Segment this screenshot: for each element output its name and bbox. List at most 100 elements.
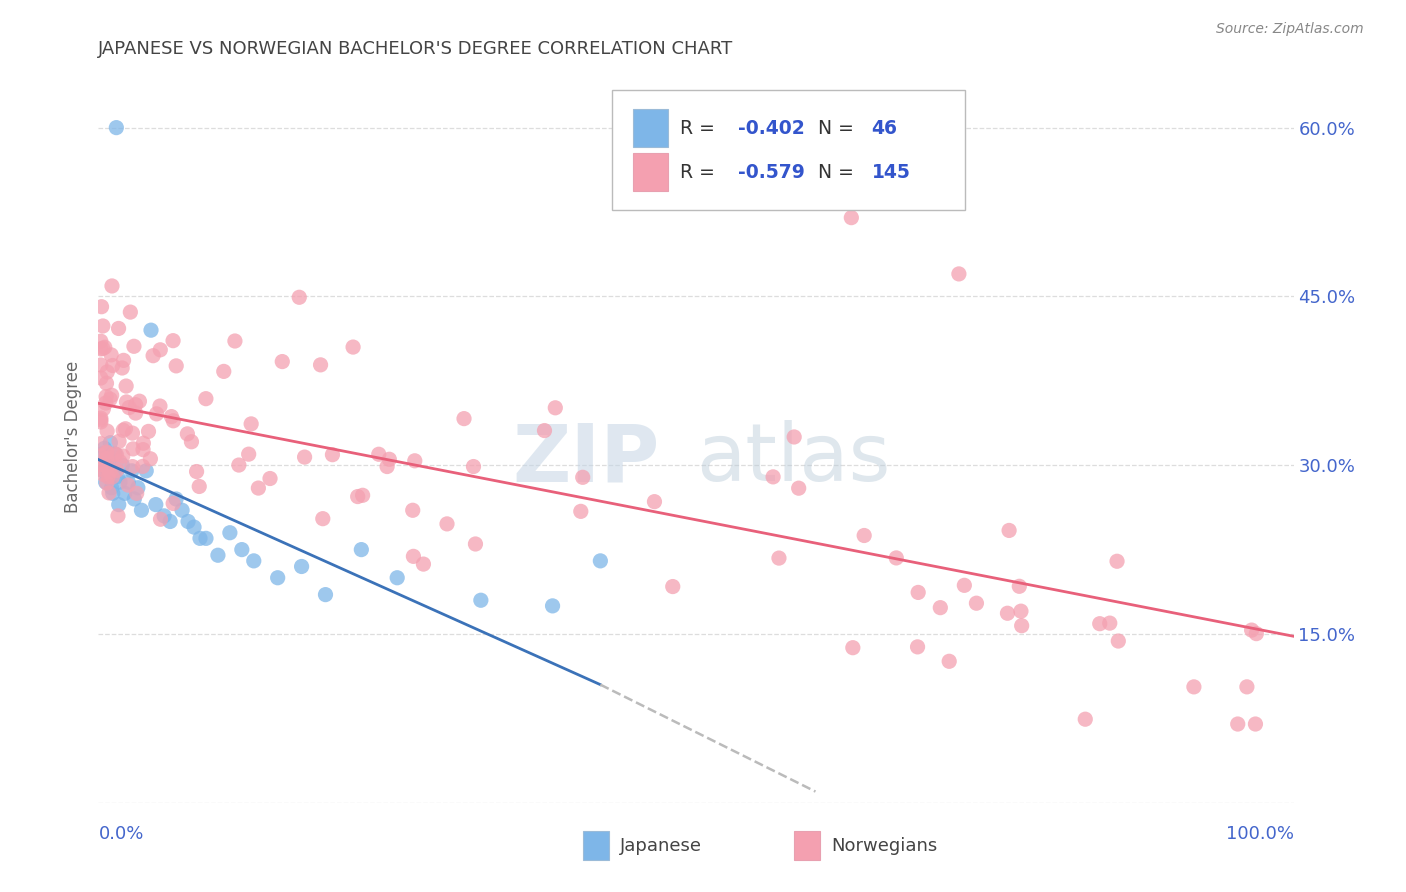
Point	[90, 413, 112, 427]
Point	[98, 486, 121, 500]
Point	[121, 464, 143, 478]
Point	[172, 503, 194, 517]
Point	[96, 365, 118, 379]
Point	[124, 406, 146, 420]
Point	[165, 359, 187, 373]
Point	[853, 528, 876, 542]
Point	[661, 580, 683, 594]
Point	[350, 542, 373, 557]
Point	[315, 588, 337, 602]
Point	[114, 486, 136, 500]
Point	[470, 593, 492, 607]
Point	[1098, 616, 1121, 631]
Point	[842, 640, 865, 655]
Point	[91, 342, 114, 356]
Point	[124, 398, 146, 412]
Point	[436, 516, 458, 531]
Point	[1107, 634, 1129, 648]
Point	[101, 470, 124, 484]
Point	[90, 449, 112, 463]
Point	[378, 452, 401, 467]
Point	[107, 469, 129, 483]
Point	[162, 414, 184, 428]
Point	[105, 120, 128, 135]
Point	[97, 470, 120, 484]
Point	[117, 475, 139, 489]
Point	[953, 578, 976, 592]
Point	[176, 426, 198, 441]
Text: R =: R =	[681, 163, 721, 182]
Point	[309, 358, 332, 372]
Point	[131, 503, 153, 517]
Point	[94, 340, 117, 354]
Point	[1246, 626, 1268, 640]
Point	[240, 417, 263, 431]
Point	[352, 488, 374, 502]
Point	[787, 481, 810, 495]
Point	[142, 349, 165, 363]
Point	[91, 464, 114, 478]
Text: N =: N =	[818, 119, 859, 138]
Point	[118, 401, 141, 415]
Point	[101, 359, 124, 373]
Point	[145, 407, 167, 421]
Point	[346, 490, 368, 504]
Point	[90, 371, 112, 385]
Point	[1226, 717, 1249, 731]
Point	[131, 459, 153, 474]
Point	[135, 464, 157, 478]
Point	[132, 436, 155, 450]
Point	[165, 491, 187, 506]
Point	[132, 442, 155, 457]
Point	[111, 449, 134, 463]
Point	[544, 401, 567, 415]
Point	[884, 550, 907, 565]
Text: Japanese: Japanese	[620, 837, 702, 855]
Point	[96, 458, 118, 473]
Point	[402, 503, 425, 517]
Point	[107, 508, 129, 523]
Point	[1010, 604, 1032, 618]
Point	[186, 465, 208, 479]
Point	[194, 392, 217, 406]
Point	[212, 364, 235, 378]
Point	[783, 430, 806, 444]
Point	[103, 464, 125, 478]
Point	[312, 511, 335, 525]
Point	[1236, 680, 1258, 694]
Point	[162, 496, 184, 510]
Point	[103, 447, 125, 461]
Point	[104, 447, 127, 461]
Point	[127, 481, 149, 495]
Point	[238, 447, 260, 461]
Point	[569, 504, 592, 518]
Point	[90, 415, 112, 429]
Text: Norwegians: Norwegians	[831, 837, 938, 855]
Point	[149, 343, 172, 357]
Point	[149, 512, 172, 526]
Point	[105, 448, 128, 462]
Point	[153, 508, 176, 523]
FancyBboxPatch shape	[613, 90, 965, 211]
Point	[162, 334, 184, 348]
Text: N =: N =	[818, 163, 859, 182]
Point	[94, 396, 117, 410]
Point	[267, 571, 290, 585]
Point	[1011, 618, 1033, 632]
Point	[145, 498, 167, 512]
Point	[1182, 680, 1205, 694]
Point	[98, 435, 122, 450]
Text: 100.0%: 100.0%	[1226, 825, 1294, 843]
Point	[541, 599, 564, 613]
Point	[367, 447, 389, 461]
Point	[96, 459, 118, 474]
Point	[1008, 579, 1031, 593]
Point	[90, 411, 112, 425]
Point	[571, 470, 593, 484]
Point	[111, 361, 134, 376]
Point	[90, 358, 112, 372]
Point	[117, 478, 139, 492]
Point	[207, 548, 229, 562]
Point	[231, 542, 253, 557]
Point	[228, 458, 250, 472]
